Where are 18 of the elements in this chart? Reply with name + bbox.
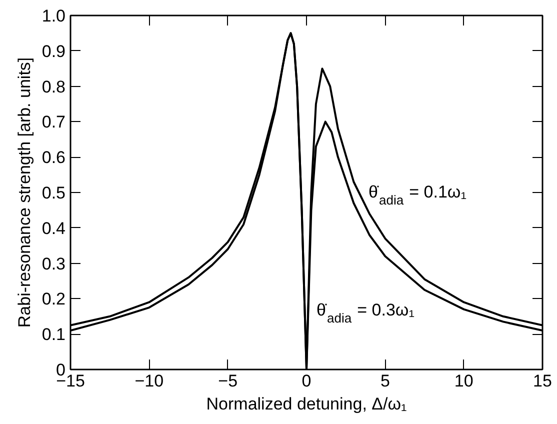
x-tick-label: 5 [380, 372, 390, 390]
y-tick-label: 0.7 [42, 112, 66, 132]
x-tick-label: 0 [302, 372, 312, 390]
y-tick-label: 0.8 [42, 77, 66, 96]
x-tick-label: −5 [218, 372, 238, 390]
y-axis-title: Rabi-resonance strength [arb. units] [14, 57, 34, 328]
y-tick-label: 1.0 [42, 6, 66, 26]
y-tick-label: 0.5 [42, 184, 66, 202]
y-tick-label: 0.9 [42, 42, 66, 61]
x-axis-title: Normalized detuning, Δ/ω₁ [206, 394, 407, 414]
y-tick-label: 0.6 [42, 148, 66, 168]
y-tick-label: 0.2 [42, 290, 66, 309]
x-tick-label: 10 [454, 372, 474, 390]
x-tick-label: 15 [533, 372, 552, 390]
y-tick-label: 0.4 [42, 218, 66, 238]
y-tick-label: 0.1 [42, 325, 66, 344]
x-tick-label: −10 [134, 372, 164, 390]
y-tick-label: 0.3 [42, 254, 66, 274]
